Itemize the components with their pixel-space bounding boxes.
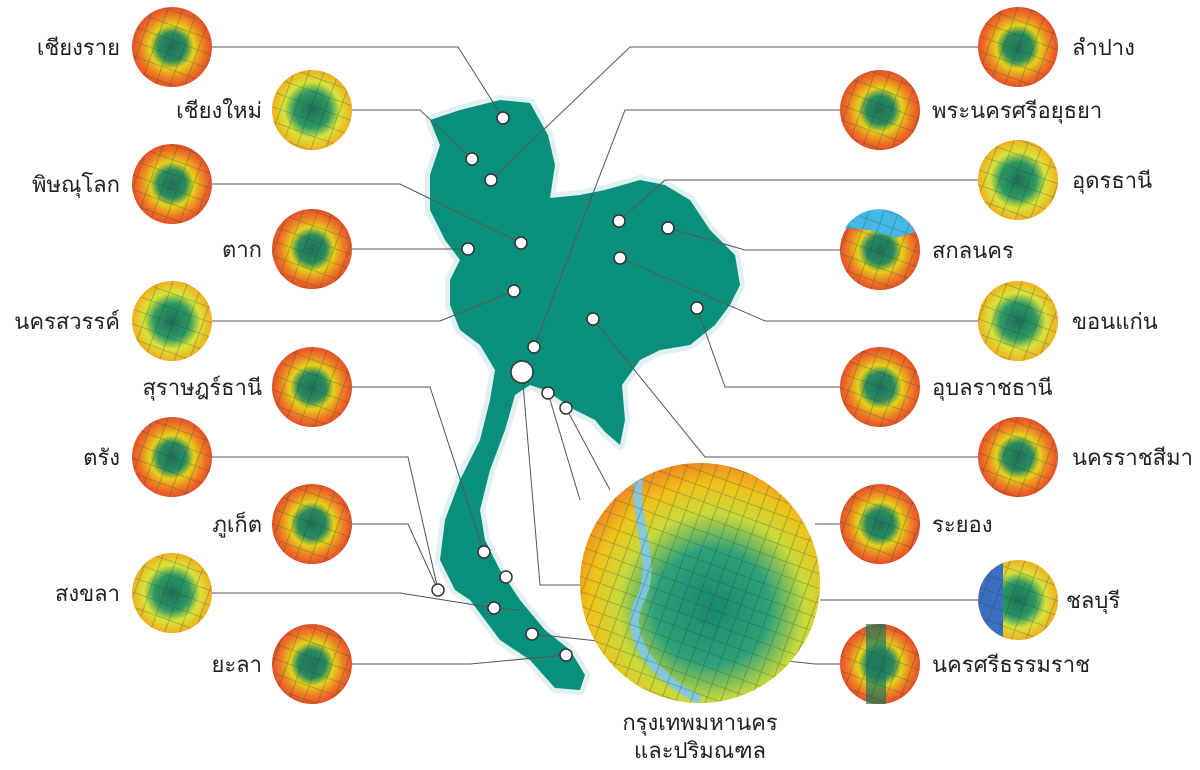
heat-circle-chiang-mai — [272, 70, 352, 150]
heat-circle-nakhon-sawan — [132, 281, 212, 361]
leader-khon-kaen — [619, 257, 978, 322]
leader-songkhla — [212, 592, 495, 609]
marker-chiang-rai — [496, 111, 510, 125]
marker-chiang-mai — [465, 152, 479, 166]
heat-circle-rayong — [840, 484, 920, 564]
heat-circle-phitsanulok — [132, 144, 212, 224]
leader-sakon-nakhon — [667, 227, 840, 251]
label-chonburi: ชลบุรี — [1066, 589, 1120, 614]
label-surat-thani: สุราษฎร์ธานี — [142, 376, 262, 401]
label-nakhon-sawan: นครสวรรค์ — [14, 310, 120, 335]
leader-chiang-rai — [212, 46, 504, 119]
heat-circle-chonburi — [978, 560, 1058, 640]
heat-circle-chiang-rai — [132, 7, 212, 87]
label-tak: ตาก — [222, 238, 262, 263]
leader-chiang-mai — [352, 109, 473, 160]
marker-surat-thani — [477, 545, 491, 559]
heat-circle-lampang — [978, 7, 1058, 87]
leader-lampang — [490, 46, 978, 181]
label-udon-thani: อุดรธานี — [1072, 169, 1152, 194]
heat-circle-songkhla — [132, 553, 212, 633]
leader-nakhon-sawan — [212, 290, 515, 322]
marker-lampang — [484, 173, 498, 187]
leader-phuket — [352, 523, 439, 591]
heat-circle-surat-thani — [272, 347, 352, 427]
label-chiang-mai: เชียงใหม่ — [176, 98, 262, 124]
marker-chonburi — [541, 386, 555, 400]
marker-tak — [461, 242, 475, 256]
heat-map-circles — [132, 7, 1058, 704]
label-phitsanulok: พิษณุโลก — [32, 172, 120, 198]
city-markers — [431, 111, 704, 662]
label-rayong: ระยอง — [932, 513, 992, 538]
leader-ayutthaya — [533, 109, 840, 348]
leader-bangkok-3 — [565, 407, 611, 491]
label-chiang-rai: เชียงราย — [37, 36, 120, 61]
marker-nakhon-ratchasima — [586, 312, 600, 326]
label-ayutthaya: พระนครศรีอยุธยา — [932, 99, 1102, 124]
label-sakon-nakhon: สกลนคร — [932, 239, 1014, 264]
heat-circle-ayutthaya — [840, 70, 920, 150]
heat-circle-bangkok — [580, 463, 820, 703]
label-yala: ยะลา — [211, 653, 262, 678]
thailand-map — [425, 95, 745, 695]
heat-circle-udon-thani — [978, 140, 1058, 220]
label-lampang: ลำปาง — [1072, 36, 1135, 61]
marker-udon-thani — [612, 214, 626, 228]
heat-circle-phuket — [272, 484, 352, 564]
label-bangkok-line1: กรุงเทพมหานคร — [622, 711, 778, 736]
leader-nakhon-ratchasima — [592, 318, 978, 458]
label-phuket: ภูเก็ต — [212, 510, 262, 538]
marker-nakhon-si-thammarat — [499, 570, 513, 584]
leader-ubon — [696, 307, 840, 388]
label-songkhla: สงขลา — [55, 582, 120, 607]
label-ubon: อุบลราชธานี — [932, 376, 1053, 401]
heat-circle-trang — [132, 417, 212, 497]
leader-udon-thani — [618, 179, 978, 222]
leader-bangkok-1 — [521, 371, 590, 586]
marker-bangkok — [510, 360, 534, 384]
label-trang: ตรัง — [83, 446, 120, 471]
marker-songkhla — [525, 627, 539, 641]
marker-ayutthaya — [527, 340, 541, 354]
heat-circle-nakhon-si-thammarat — [840, 624, 920, 704]
marker-phuket — [431, 583, 445, 597]
heat-circle-sakon-nakhon — [840, 209, 920, 290]
marker-rayong — [559, 401, 573, 415]
heat-circle-yala — [272, 624, 352, 704]
heat-circle-nakhon-ratchasima — [978, 417, 1058, 497]
label-nakhon-si-thammarat: นครศรีธรรมราช — [932, 653, 1090, 678]
heat-circle-tak — [272, 209, 352, 289]
marker-ubon — [690, 301, 704, 315]
leader-surat-thani — [352, 386, 485, 553]
marker-khon-kaen — [613, 251, 627, 265]
marker-trang — [487, 601, 501, 615]
label-nakhon-ratchasima: นครราชสีมา — [1072, 446, 1193, 471]
city-labels: เชียงราย เชียงใหม่ พิษณุโลก ตาก นครสวรรค… — [14, 36, 1193, 764]
marker-sakon-nakhon — [661, 221, 675, 235]
label-khon-kaen: ขอนแก่น — [1072, 310, 1158, 335]
marker-phitsanulok — [514, 236, 528, 250]
heat-circle-khon-kaen — [978, 281, 1058, 361]
heat-circle-ubon — [840, 347, 920, 427]
leader-phitsanulok — [212, 183, 522, 244]
label-bangkok-line2: และปริมณฑล — [634, 739, 766, 764]
leader-yala — [352, 654, 567, 665]
marker-yala — [559, 648, 573, 662]
leader-trang — [212, 456, 439, 591]
marker-nakhon-sawan — [507, 284, 521, 298]
leader-bangkok-2 — [547, 392, 581, 501]
